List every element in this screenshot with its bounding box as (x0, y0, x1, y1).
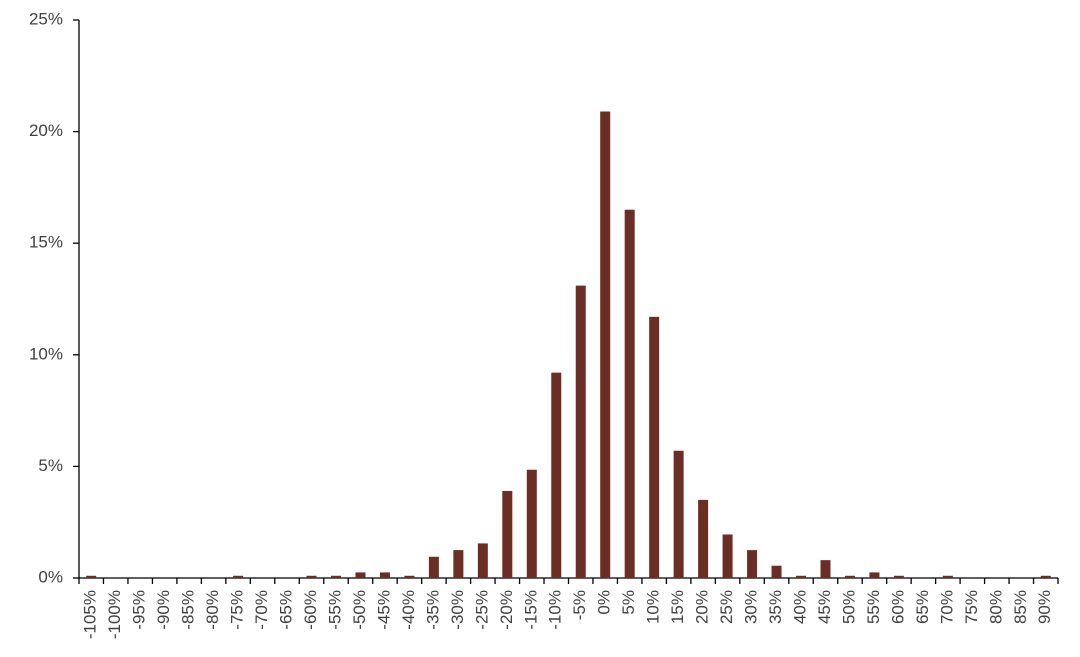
y-tick-label: 0% (38, 567, 63, 586)
y-tick-label: 25% (29, 9, 63, 28)
bar (1040, 575, 1051, 578)
x-tick-label: 60% (888, 590, 907, 624)
x-tick-label: -45% (374, 590, 393, 630)
x-tick-label: 55% (864, 590, 883, 624)
y-tick-label: 10% (29, 344, 63, 363)
bar (355, 572, 366, 578)
bar (233, 575, 244, 578)
bar (404, 575, 415, 578)
bar (771, 565, 782, 578)
bar (330, 575, 341, 578)
bar (942, 575, 953, 578)
bar (502, 490, 513, 578)
x-tick-label: 20% (693, 590, 712, 624)
bar (526, 469, 537, 578)
x-tick-label: -50% (350, 590, 369, 630)
x-tick-label: -25% (472, 590, 491, 630)
x-tick-label: 90% (1035, 590, 1054, 624)
x-tick-label: -75% (228, 590, 247, 630)
bar (796, 575, 807, 578)
x-tick-label: 80% (986, 590, 1005, 624)
x-tick-label: -90% (154, 590, 173, 630)
y-tick-label: 5% (38, 456, 63, 475)
bar (379, 572, 390, 578)
x-tick-label: 15% (668, 590, 687, 624)
bar (477, 543, 488, 578)
x-tick-label: -100% (105, 590, 124, 639)
x-tick-label: 10% (644, 590, 663, 624)
x-tick-label: -20% (497, 590, 516, 630)
x-tick-label: 30% (742, 590, 761, 624)
bar (306, 575, 317, 578)
bar (747, 550, 758, 578)
x-tick-label: 40% (790, 590, 809, 624)
x-tick-label: 0% (595, 590, 614, 615)
bar (844, 575, 855, 578)
x-tick-label: -65% (277, 590, 296, 630)
bar (453, 550, 464, 578)
bar (698, 499, 709, 578)
x-tick-label: 75% (962, 590, 981, 624)
x-tick-label: -105% (81, 590, 100, 639)
x-tick-label: 65% (913, 590, 932, 624)
x-tick-label: -35% (423, 590, 442, 630)
x-tick-label: -85% (179, 590, 198, 630)
x-tick-label: -70% (252, 590, 271, 630)
bar (575, 285, 586, 578)
x-tick-label: -10% (546, 590, 565, 630)
x-tick-label: -5% (570, 590, 589, 620)
bar (428, 556, 439, 578)
x-tick-label: -55% (325, 590, 344, 630)
y-tick-label: 20% (29, 121, 63, 140)
x-tick-label: 35% (766, 590, 785, 624)
x-tick-label: -15% (521, 590, 540, 630)
bar (624, 209, 635, 578)
bar (673, 450, 684, 578)
y-tick-label: 15% (29, 233, 63, 252)
x-tick-label: -95% (130, 590, 149, 630)
bar (600, 111, 611, 579)
x-tick-label: -80% (203, 590, 222, 630)
x-tick-label: 45% (815, 590, 834, 624)
bar (551, 372, 562, 578)
x-tick-label: 25% (717, 590, 736, 624)
bar (86, 575, 97, 578)
bar (722, 534, 733, 578)
x-tick-label: -60% (301, 590, 320, 630)
x-tick-label: 50% (839, 590, 858, 624)
x-tick-label: 85% (1011, 590, 1030, 624)
x-tick-label: -40% (399, 590, 418, 630)
bar (893, 575, 904, 578)
x-tick-label: -30% (448, 590, 467, 630)
x-tick-label: 5% (619, 590, 638, 615)
bar (649, 316, 660, 578)
x-tick-label: 70% (937, 590, 956, 624)
bar (869, 572, 880, 578)
bar (820, 560, 831, 578)
